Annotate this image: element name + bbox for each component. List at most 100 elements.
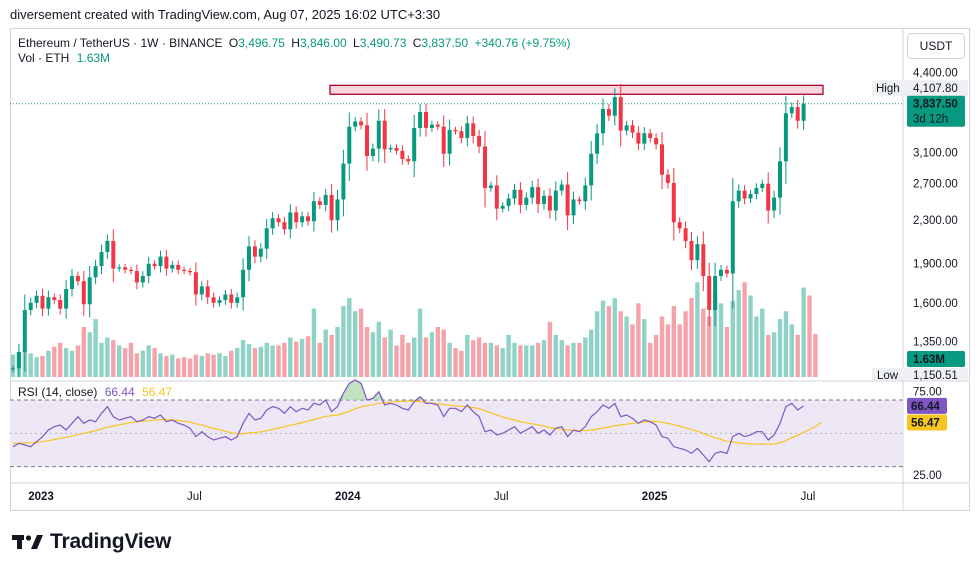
volume-bar [524, 345, 529, 377]
volume-bar [777, 319, 783, 377]
volume-bar [294, 341, 299, 377]
candle-body [471, 123, 476, 136]
candle-body [176, 264, 181, 270]
candle-body [258, 248, 263, 257]
volume-bar [28, 353, 33, 377]
volume-bar [370, 332, 376, 377]
volume-bar [258, 346, 263, 377]
volume-bar [754, 316, 759, 377]
volume-bar [535, 342, 541, 377]
candle-body [276, 218, 281, 223]
volume-bar [530, 345, 535, 377]
candle-body [683, 228, 688, 241]
volume-bar [152, 348, 157, 377]
currency-button[interactable]: USDT [907, 33, 965, 59]
candle-body [760, 183, 765, 188]
rsi-tick-label: 75.00 [913, 387, 942, 399]
candle-body [370, 148, 375, 156]
time-tick-label: 2023 [28, 491, 54, 503]
volume-bar [146, 345, 151, 377]
candle-body [252, 246, 257, 257]
volume-bar [305, 336, 311, 377]
volume-bar [783, 311, 789, 377]
candle-body [778, 161, 782, 198]
volume-bar [240, 340, 246, 377]
low-marker-bg [872, 368, 968, 380]
volume-bar [795, 334, 800, 377]
volume-bar [801, 287, 806, 377]
candle-body [317, 201, 322, 205]
rsi-tick-label: 25.00 [913, 470, 942, 482]
volume-bar [317, 342, 322, 377]
volume-bar [712, 290, 718, 377]
volume-label[interactable]: Vol · ETH [18, 51, 70, 65]
volume-bar [164, 355, 169, 377]
volume-bar [630, 324, 635, 377]
candle-body [117, 267, 122, 269]
volume-bar [193, 354, 199, 377]
rsi-legend: RSI (14, close) 66.44 56.47 [18, 385, 172, 399]
candle-body [70, 276, 74, 290]
candle-body [665, 174, 670, 183]
volume-bar [766, 334, 771, 377]
candle-body [211, 297, 216, 303]
candle-body [624, 125, 629, 131]
volume-bar [471, 340, 476, 377]
volume-bar [695, 282, 700, 377]
volume-bar [382, 337, 387, 377]
tradingview-logo-icon [12, 535, 43, 549]
volume-bar [748, 295, 753, 377]
candle-body [146, 263, 151, 277]
candle-body [677, 222, 682, 229]
volume-bar [128, 342, 134, 377]
high-marker-value: 4,107.80 [913, 83, 958, 95]
volume-bar [500, 348, 505, 377]
rsi-label[interactable]: RSI (14, close) [18, 385, 98, 399]
candle-body [359, 121, 364, 126]
volume-bar [134, 353, 140, 377]
candle-body [418, 112, 423, 128]
candle-body [64, 289, 69, 309]
symbol-name[interactable]: Ethereum / TetherUS · 1W · BINANCE [18, 36, 223, 50]
high-value: 3,846.00 [299, 36, 347, 50]
volume-bar [807, 295, 812, 377]
brand-logo[interactable]: TradingView [12, 530, 171, 554]
candle-body [376, 120, 381, 149]
rsi-overbought-fill [349, 380, 356, 400]
rsi-overbought-fill [355, 380, 362, 400]
candle-body [660, 144, 664, 175]
volume-bar [282, 342, 287, 377]
volume-bar [618, 311, 623, 377]
volume-bar [636, 303, 641, 377]
rsi-ma-line [12, 400, 822, 445]
symbol-legend: Ethereum / TetherUS · 1W · BINANCE O3,49… [18, 35, 571, 52]
candle-body [217, 300, 222, 303]
high-marker-bg [872, 80, 968, 97]
volume-bar [453, 348, 458, 377]
time-tick-label: 2025 [642, 491, 668, 503]
volume-bar [659, 316, 665, 377]
price-tick-label: 4,400.00 [913, 68, 958, 80]
volume-bar [353, 311, 358, 377]
chart-caption: diversement created with TradingView.com… [10, 7, 441, 22]
candle-body [494, 185, 499, 209]
candle-body [75, 276, 80, 282]
candle-body [648, 133, 653, 139]
candle-body [335, 199, 340, 221]
candle-body [577, 199, 582, 202]
candle-body [553, 190, 558, 211]
candle-body [223, 294, 228, 301]
candle-body [365, 125, 369, 156]
volume-bar [724, 327, 730, 377]
candle-body [164, 256, 169, 269]
candle-body [453, 129, 458, 132]
candle-body [477, 135, 482, 147]
candle-body [40, 295, 45, 309]
volume-bar [205, 353, 210, 377]
volume-bar [423, 337, 429, 377]
candle-body [736, 190, 741, 202]
volume-bar [187, 358, 193, 377]
candle-body [99, 252, 104, 267]
rsi-ma-value-badge [907, 414, 947, 431]
